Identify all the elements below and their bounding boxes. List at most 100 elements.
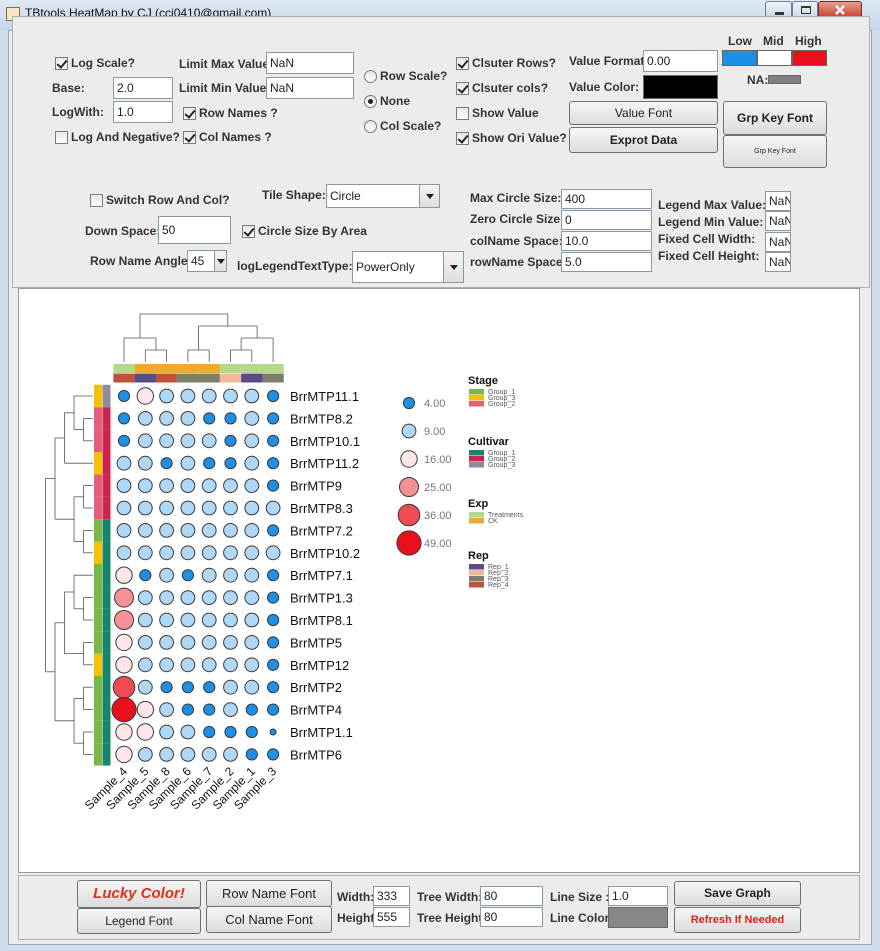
size-legend-circle: [396, 530, 422, 556]
text-field[interactable]: 555: [373, 907, 410, 927]
label: Low: [728, 34, 752, 48]
column-annotation-rep: [219, 373, 242, 383]
text-field[interactable]: 10.0: [561, 231, 652, 251]
text-field[interactable]: NaN: [266, 52, 354, 74]
heatmap-cell: [244, 635, 260, 650]
text-field[interactable]: NaN: [266, 77, 354, 99]
heatmap-cell: [223, 388, 238, 404]
dropdown[interactable]: PowerOnly: [352, 251, 464, 283]
heatmap-cell: [159, 567, 175, 583]
spinner[interactable]: 45: [187, 250, 227, 272]
heatmap-cell: [244, 478, 260, 494]
label: Row Scale?: [380, 69, 448, 83]
size-legend-circle: [401, 423, 417, 439]
color-swatch[interactable]: [643, 75, 718, 99]
checkbox[interactable]: [55, 131, 68, 144]
heatmap-cell: [223, 702, 238, 717]
label: Tree Height:: [417, 911, 487, 925]
checkbox[interactable]: [183, 107, 196, 120]
text-field[interactable]: NaN: [765, 191, 791, 211]
text-field[interactable]: 0: [561, 210, 652, 230]
heatmap-cell: [269, 728, 277, 736]
color-swatch[interactable]: [768, 75, 801, 84]
checkbox[interactable]: [242, 225, 255, 238]
radio-button[interactable]: [364, 95, 377, 108]
text-field[interactable]: 80: [480, 886, 543, 906]
text-field[interactable]: 2.0: [113, 77, 173, 99]
button[interactable]: Grp Key Font: [723, 135, 827, 168]
dropdown-arrow[interactable]: [443, 252, 463, 282]
size-legend-circle: [399, 477, 419, 497]
color-swatch[interactable]: [608, 907, 668, 928]
button[interactable]: Save Graph: [674, 881, 801, 906]
row-annotation-cultivar: [102, 452, 111, 475]
group-legend-swatch: [469, 564, 484, 570]
color-swatch[interactable]: [722, 50, 757, 66]
dropdown[interactable]: Circle: [326, 184, 440, 208]
text-field[interactable]: 50: [158, 216, 231, 244]
heatmap-cell: [159, 411, 175, 426]
button[interactable]: Refresh If Needed: [674, 907, 801, 933]
checkbox[interactable]: [456, 132, 469, 145]
color-swatch[interactable]: [757, 50, 792, 66]
heatmap-cell: [244, 590, 260, 605]
text-field[interactable]: 1.0: [608, 886, 668, 906]
heatmap-cell: [224, 434, 237, 447]
checkbox[interactable]: [456, 57, 469, 70]
radio-button[interactable]: [364, 70, 377, 83]
group-legend-swatch: [469, 395, 484, 401]
label: Log Scale?: [71, 56, 136, 70]
button[interactable]: Legend Font: [77, 908, 201, 934]
text-field[interactable]: 5.0: [561, 252, 652, 272]
text-field[interactable]: 400: [561, 189, 652, 209]
button[interactable]: Col Name Font: [206, 906, 332, 933]
checkbox[interactable]: [55, 57, 68, 70]
row-label: BrrMTP11.2: [290, 456, 359, 471]
button[interactable]: Row Name Font: [206, 880, 332, 907]
button[interactable]: Exprot Data: [569, 127, 718, 153]
button[interactable]: Grp Key Font: [723, 101, 827, 135]
checkbox[interactable]: [456, 107, 469, 120]
text-field[interactable]: 333: [373, 886, 410, 906]
heatmap-cell: [136, 723, 155, 741]
heatmap-cell: [137, 545, 153, 561]
heatmap-cell: [160, 681, 173, 694]
radio-button[interactable]: [364, 120, 377, 133]
heatmap-cell: [159, 500, 175, 516]
heatmap-cell: [159, 590, 175, 605]
checkbox[interactable]: [183, 131, 196, 144]
group-legend-title: Rep: [468, 550, 489, 562]
heatmap-cell: [203, 412, 216, 425]
text-field[interactable]: NaN: [765, 252, 791, 272]
heatmap-cell: [201, 500, 217, 516]
text-field[interactable]: 0.00: [643, 50, 718, 72]
row-label: BrrMTP7.1: [290, 568, 353, 583]
checkbox[interactable]: [456, 82, 469, 95]
heatmap-cell: [137, 500, 153, 516]
button[interactable]: Lucky Color!: [77, 880, 201, 908]
text-field[interactable]: 1.0: [113, 101, 173, 123]
heatmap-cell: [180, 590, 196, 605]
dropdown-value: Circle: [330, 189, 361, 203]
heatmap-cell: [223, 635, 238, 650]
checkbox[interactable]: [90, 194, 103, 207]
size-legend-label: 36.00: [424, 510, 452, 522]
text-field[interactable]: 80: [480, 907, 543, 927]
heatmap-cell: [159, 433, 175, 449]
dropdown-arrow[interactable]: [419, 185, 439, 207]
heatmap-cell: [137, 590, 153, 605]
label: NA:: [747, 73, 769, 87]
heatmap-cell: [203, 703, 216, 716]
button[interactable]: Value Font: [569, 101, 718, 125]
heatmap-cell: [244, 657, 260, 673]
heatmap-cell: [180, 635, 196, 650]
label: Fixed Cell Height:: [658, 249, 760, 263]
heatmap-cell: [203, 725, 216, 739]
row-annotation-stage: [94, 429, 102, 452]
color-swatch[interactable]: [792, 50, 827, 66]
dropdown-arrow[interactable]: [214, 251, 226, 271]
text-field[interactable]: NaN: [765, 211, 791, 231]
heatmap-cell: [223, 657, 238, 673]
text-field[interactable]: NaN: [765, 232, 791, 252]
heatmap-cell: [267, 389, 280, 403]
